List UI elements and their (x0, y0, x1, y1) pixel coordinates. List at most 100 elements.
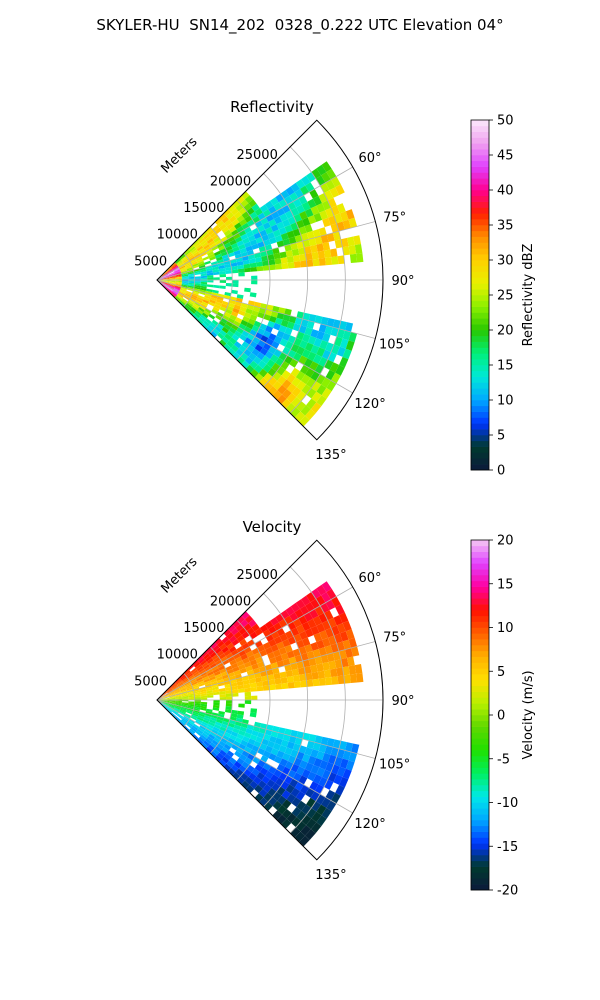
range-bin (262, 330, 271, 338)
range-bin (176, 295, 182, 301)
range-bin (242, 679, 250, 685)
range-bin (226, 212, 234, 220)
range-bin (286, 321, 295, 330)
range-bin (248, 234, 256, 242)
range-bin (342, 639, 351, 650)
range-bin (235, 656, 243, 663)
range-bin (191, 681, 198, 686)
range-bin (322, 637, 331, 648)
range-bin (332, 651, 341, 661)
range-bin (186, 710, 193, 715)
range-bin (315, 595, 326, 606)
range-bin (255, 676, 263, 683)
range-bin (166, 287, 172, 293)
range-bin (247, 333, 255, 341)
range-bin (215, 253, 222, 259)
range-bin (198, 264, 206, 269)
colorbar-segment (471, 347, 489, 354)
range-bin (201, 721, 209, 727)
range-bin (310, 371, 321, 382)
range-bin (212, 686, 219, 691)
range-bin (177, 682, 184, 687)
range-bin (196, 308, 204, 315)
range-bin (216, 718, 223, 724)
range-bin (251, 310, 259, 317)
colorbar-segment (471, 417, 489, 424)
range-bin (264, 309, 273, 316)
range-bin (318, 257, 326, 266)
range-bin (255, 236, 264, 244)
range-bin (212, 707, 220, 711)
colorbar-segment (471, 405, 489, 412)
range-bin (238, 627, 247, 635)
range-bin (263, 314, 271, 321)
range-bin (184, 262, 192, 267)
colorbar-segment (471, 668, 489, 675)
range-bin (194, 698, 201, 700)
colorbar-segment (471, 149, 489, 156)
range-bin (208, 253, 215, 259)
range-bin (249, 211, 258, 220)
range-bin (278, 325, 287, 333)
range-bin (285, 186, 295, 196)
range-bin (260, 250, 268, 257)
range-bin (316, 584, 327, 596)
range-bin (201, 742, 208, 749)
range-bin (270, 774, 279, 783)
range-bin (183, 715, 190, 721)
range-bin (185, 684, 192, 688)
range-bin (175, 280, 183, 283)
range-bin (257, 732, 265, 739)
range-bin (286, 813, 297, 823)
range-bin (320, 602, 330, 613)
range-bin (218, 710, 225, 715)
range-bin (340, 657, 349, 668)
range-bin (219, 271, 226, 275)
range-bin (275, 737, 283, 746)
range-bin (326, 738, 335, 748)
range-bin (244, 661, 252, 668)
range-bin (259, 204, 269, 213)
colorbar-segment (471, 435, 489, 442)
range-bin (229, 327, 237, 334)
range-bin (192, 291, 199, 295)
range-bin (231, 685, 238, 691)
range-bin (330, 248, 338, 258)
range-bin (183, 259, 190, 265)
range-bin (260, 335, 269, 343)
range-bin (300, 605, 310, 616)
range-bin (291, 397, 302, 408)
colorbar-tick-label: 40 (497, 184, 514, 199)
colorbar-tick-label: 10 (497, 621, 514, 636)
range-bin (181, 694, 189, 697)
colorbar-segment (471, 820, 489, 827)
range-bin (198, 711, 206, 716)
range-bin (310, 402, 322, 414)
range-bin (248, 318, 256, 326)
range-bin (265, 745, 273, 754)
range-bin (186, 688, 194, 692)
range-bin (207, 649, 215, 656)
range-bin (197, 235, 204, 242)
range-bin (180, 707, 187, 711)
colorbar-tick-label: 50 (497, 114, 514, 129)
range-bin (167, 688, 173, 693)
range-bin (330, 223, 339, 233)
range-bin (302, 217, 311, 227)
range-bin (309, 361, 319, 371)
range-bin (225, 693, 233, 697)
range-bin (168, 703, 175, 707)
azimuth-tick-label: 120° (354, 817, 385, 832)
range-bin (172, 685, 179, 690)
range-bin (213, 250, 221, 256)
range-bin (302, 659, 311, 668)
range-bin (181, 677, 188, 682)
range-bin (209, 719, 216, 724)
range-bin (231, 743, 239, 751)
polar-frame (156, 119, 384, 441)
range-bin (281, 370, 291, 380)
azimuth-spoke (156, 279, 376, 339)
range-bin (298, 325, 307, 334)
colorbar-tick-label: 5 (497, 429, 505, 444)
